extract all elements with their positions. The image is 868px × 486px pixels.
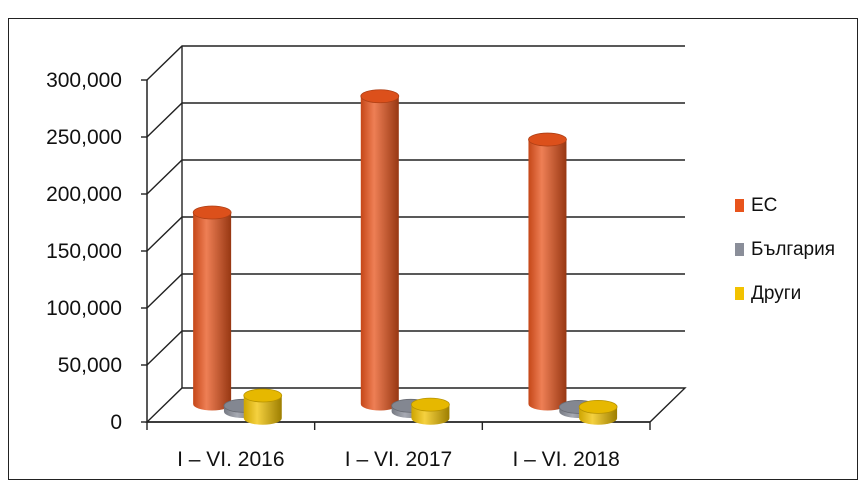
bar-ЕС-I – VI. 2017 bbox=[360, 89, 400, 411]
legend-item-ЕС: ЕС bbox=[735, 195, 777, 216]
gridline bbox=[146, 159, 685, 195]
legend-swatch bbox=[735, 287, 744, 300]
x-tick-label: I – VI. 2018 bbox=[512, 448, 619, 471]
legend-item-България: България bbox=[735, 239, 835, 260]
x-axis-tick-labels: I – VI. 2016 I – VI. 2017 I – VI. 2018 bbox=[177, 448, 620, 471]
x-tick-label: I – VI. 2017 bbox=[345, 448, 452, 471]
bar-Други-I – VI. 2018 bbox=[578, 399, 618, 425]
y-axis-tick-labels: 0 50,000 100,000 150,000 200,000 250,000 300,0… bbox=[46, 69, 122, 434]
axes bbox=[141, 46, 651, 430]
y-tick-label: 300,000 bbox=[46, 69, 122, 92]
legend-label: Други bbox=[751, 283, 801, 304]
bar-top bbox=[411, 397, 450, 412]
y-tick-label: 150,000 bbox=[46, 240, 122, 263]
legend-label: ЕС bbox=[751, 195, 777, 216]
bar-body bbox=[243, 395, 282, 425]
gridline bbox=[146, 45, 685, 81]
y-tick-label: 50,000 bbox=[58, 354, 122, 377]
bar-body bbox=[360, 96, 399, 411]
x-tick-label: I – VI. 2016 bbox=[177, 448, 284, 471]
y-tick-label: 250,000 bbox=[46, 126, 122, 149]
bar-body bbox=[528, 139, 567, 411]
bar-ЕС-I – VI. 2018 bbox=[528, 132, 567, 411]
bar-top bbox=[578, 399, 618, 414]
y-tick-label: 0 bbox=[110, 411, 122, 434]
legend-swatch bbox=[735, 199, 744, 212]
gridline bbox=[146, 102, 685, 138]
bar-top bbox=[243, 388, 283, 403]
y-tick-label: 200,000 bbox=[46, 183, 122, 206]
legend-swatch bbox=[735, 243, 744, 256]
y-tick-label: 100,000 bbox=[46, 297, 122, 320]
bar-body bbox=[193, 212, 232, 411]
bar-top bbox=[528, 132, 567, 147]
bar-top bbox=[192, 205, 232, 220]
bars bbox=[192, 89, 618, 425]
bar-ЕС-I – VI. 2016 bbox=[192, 205, 232, 411]
legend-label: България bbox=[751, 239, 835, 260]
bar-Други-I – VI. 2017 bbox=[411, 397, 450, 425]
legend: ЕС България Други bbox=[735, 195, 835, 304]
bar-top bbox=[360, 89, 400, 104]
bar-Други-I – VI. 2016 bbox=[243, 388, 283, 425]
legend-item-Други: Други bbox=[735, 283, 801, 304]
